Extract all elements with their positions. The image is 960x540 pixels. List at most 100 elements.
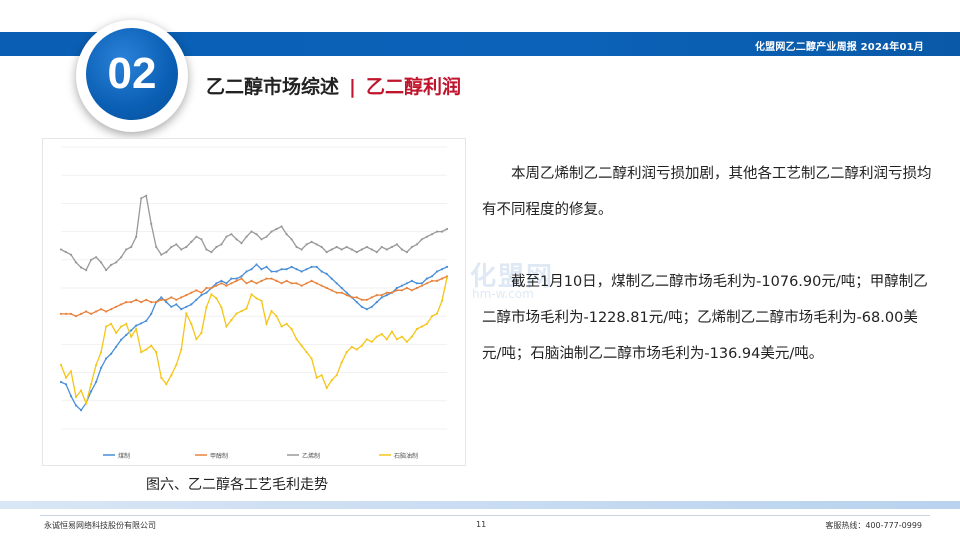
data-point xyxy=(235,277,238,280)
data-point xyxy=(170,296,173,299)
data-point xyxy=(395,289,398,292)
data-point xyxy=(195,338,198,341)
data-point xyxy=(140,197,143,200)
data-point xyxy=(400,284,403,287)
data-point xyxy=(260,299,263,302)
data-point xyxy=(110,308,113,311)
data-point xyxy=(160,376,163,379)
data-point xyxy=(185,305,188,308)
data-point xyxy=(425,282,428,285)
data-point xyxy=(100,308,103,311)
data-point xyxy=(355,348,358,351)
data-point xyxy=(425,322,428,325)
data-point xyxy=(95,380,98,384)
legend-label: 甲醇制 xyxy=(210,452,228,460)
data-point xyxy=(295,282,298,285)
data-point xyxy=(130,329,133,332)
paragraph-summary: 本周乙烯制乙二醇利润亏损加剧，其他各工艺制乙二醇利润亏损均有不同程度的修复。 xyxy=(482,156,932,228)
data-point xyxy=(225,235,228,238)
data-point xyxy=(250,293,253,296)
data-point xyxy=(395,286,398,290)
data-point xyxy=(100,351,103,354)
data-point xyxy=(335,245,338,249)
data-point xyxy=(115,331,118,334)
data-point xyxy=(255,233,258,236)
data-point xyxy=(170,305,173,308)
data-point xyxy=(335,374,338,377)
data-point xyxy=(305,243,308,246)
paragraph-summary-text: 本周乙烯制乙二醇利润亏损加剧，其他各工艺制乙二醇利润亏损均有不同程度的修复。 xyxy=(482,166,932,218)
data-point xyxy=(220,306,223,309)
data-point xyxy=(370,340,373,343)
data-point xyxy=(155,301,158,304)
data-point xyxy=(355,296,358,299)
data-point xyxy=(415,327,418,331)
data-point xyxy=(400,248,403,251)
data-point xyxy=(355,251,358,254)
profit-chart-svg: 煤制 甲醇制 乙烯制 石脑油制 xyxy=(59,146,449,460)
data-point xyxy=(105,325,108,328)
data-point xyxy=(325,251,328,254)
data-point xyxy=(360,248,363,251)
data-point xyxy=(365,298,368,301)
data-point xyxy=(230,233,233,236)
data-point xyxy=(270,230,273,233)
data-point xyxy=(235,238,238,241)
title-main: 乙二醇市场综述 xyxy=(206,76,340,98)
data-point xyxy=(180,348,183,351)
data-point xyxy=(74,261,78,264)
data-point xyxy=(160,298,163,301)
data-point xyxy=(90,383,93,386)
data-point xyxy=(295,245,298,249)
data-point xyxy=(150,301,153,304)
data-point xyxy=(275,227,278,231)
data-point xyxy=(260,268,263,271)
data-point xyxy=(320,270,323,273)
data-point xyxy=(225,282,228,285)
data-point xyxy=(130,301,133,304)
data-point xyxy=(90,390,93,393)
data-point xyxy=(360,344,363,347)
data-point xyxy=(315,243,318,246)
data-point xyxy=(380,296,383,299)
data-point xyxy=(260,238,263,241)
data-point xyxy=(430,233,434,236)
data-point xyxy=(120,303,123,306)
data-point xyxy=(195,235,198,238)
data-point xyxy=(140,351,143,354)
data-point xyxy=(270,310,273,313)
data-point xyxy=(85,310,88,313)
data-point xyxy=(250,279,253,282)
data-point xyxy=(375,251,378,254)
data-point xyxy=(290,282,293,285)
data-point xyxy=(80,266,83,269)
data-point xyxy=(345,291,348,294)
data-point xyxy=(310,279,313,282)
data-point xyxy=(85,402,88,405)
data-point xyxy=(390,291,393,294)
data-point xyxy=(125,301,128,304)
data-point xyxy=(210,293,213,296)
data-point xyxy=(395,243,398,246)
data-point xyxy=(250,268,253,271)
data-point xyxy=(420,282,423,285)
data-point xyxy=(230,277,233,280)
data-point xyxy=(345,245,348,249)
data-point xyxy=(280,282,283,285)
data-point xyxy=(155,245,158,249)
data-point xyxy=(415,282,418,285)
data-point xyxy=(69,370,73,373)
data-point xyxy=(200,238,203,241)
data-point xyxy=(110,322,113,325)
data-point xyxy=(120,325,123,328)
data-point xyxy=(330,248,333,251)
footer-hotline: 客服热线：400-777-0999 xyxy=(825,521,922,530)
data-point xyxy=(90,312,93,315)
data-point xyxy=(69,312,73,315)
data-point xyxy=(445,265,449,268)
chart-caption: 图六、乙二醇各工艺毛利走势 xyxy=(146,477,328,493)
data-point xyxy=(110,352,113,355)
data-point xyxy=(175,298,178,301)
data-point xyxy=(235,279,238,282)
data-point xyxy=(380,294,383,297)
